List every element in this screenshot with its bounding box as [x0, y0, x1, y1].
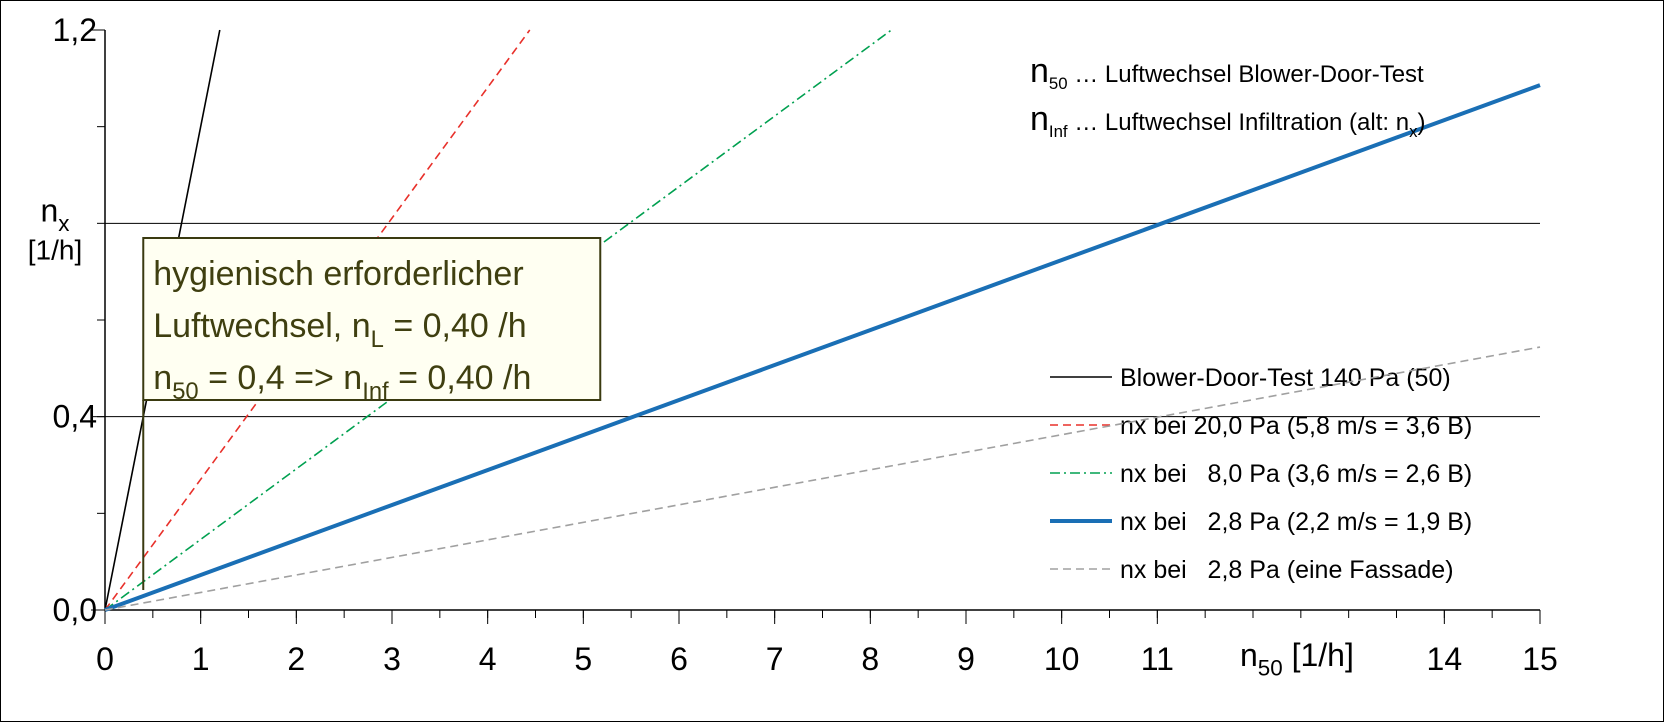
x-axis-label-part: 50 — [1258, 656, 1283, 681]
note-part: 50 — [1049, 74, 1068, 93]
note-part: … Luftwechsel Blower-Door-Test — [1068, 61, 1424, 88]
annotation-text: Luftwechsel, nL = 0,40 /h — [153, 307, 526, 353]
series-line — [104, 83, 1541, 612]
legend-label: Blower-Door-Test 140 Pa (50) — [1120, 364, 1451, 392]
x-axis-label: n50 [1/h] — [1240, 637, 1354, 681]
note-part: n — [1030, 100, 1049, 138]
y-tick-label: 0,4 — [53, 399, 97, 435]
y-axis-label-part: n — [41, 192, 59, 228]
series-line — [104, 29, 531, 611]
annotation-text-part: = 0,40 /h — [384, 307, 527, 345]
y-tick-label: 0,0 — [53, 592, 97, 628]
x-tick-label: 11 — [1141, 641, 1174, 677]
annotation-box — [142, 237, 602, 401]
note: n50 … Luftwechsel Blower-Door-Test — [1030, 52, 1424, 93]
x-tick-label: 0 — [96, 641, 114, 677]
note-part: … Luftwechsel Infiltration (alt: n — [1068, 109, 1409, 136]
annotation-text-part: hygienisch erforderlicher — [153, 255, 523, 293]
x-tick-label: 4 — [479, 641, 497, 677]
y-axis-label: nx — [41, 192, 70, 236]
annotation-text-part: Luftwechsel, n — [153, 307, 370, 345]
x-tick-label: 8 — [861, 641, 879, 677]
x-tick-label: 7 — [766, 641, 784, 677]
annotation-text-part: 50 — [172, 378, 198, 405]
x-tick-label: 3 — [383, 641, 401, 677]
x-tick-label: 5 — [574, 641, 592, 677]
x-axis-label-part: [1/h] — [1283, 637, 1354, 673]
x-tick-label: 10 — [1044, 641, 1080, 677]
x-tick-label: 9 — [957, 641, 975, 677]
annotation-text: hygienisch erforderlicher — [153, 255, 523, 293]
legend-label: nx bei 2,8 Pa (eine Fassade) — [1120, 556, 1454, 584]
note-part: ) — [1417, 109, 1425, 136]
annotation-text-part: = 0,4 => n — [199, 359, 363, 397]
note-part: Inf — [1049, 122, 1068, 141]
y-axis-unit: [1/h] — [28, 234, 82, 265]
legend-label: nx bei 8,0 Pa (3,6 m/s = 2,6 B) — [1120, 460, 1472, 488]
note: nInf … Luftwechsel Infiltration (alt: nx… — [1030, 100, 1425, 141]
series-line — [104, 346, 1541, 611]
legend-label: nx bei 20,0 Pa (5,8 m/s = 3,6 B) — [1120, 412, 1472, 440]
annotation-text-part: = 0,40 /h — [389, 359, 532, 397]
annotation-text: n50 = 0,4 => nInf = 0,40 /h — [153, 359, 531, 405]
legend-label: nx bei 2,8 Pa (2,2 m/s = 1,9 B) — [1120, 508, 1472, 536]
annotation-text-part: Inf — [362, 378, 389, 405]
annotation-text-part: n — [153, 359, 172, 397]
x-tick-label: 15 — [1522, 641, 1558, 677]
x-tick-label: 1 — [192, 641, 210, 677]
x-tick-label: 14 — [1427, 641, 1463, 677]
x-tick-label: 6 — [670, 641, 688, 677]
y-axis-label-part: x — [58, 211, 69, 236]
annotation-text-part: L — [371, 326, 384, 353]
y-tick-label: 1,2 — [53, 12, 97, 48]
note-part: x — [1409, 122, 1418, 141]
note-part: n — [1030, 52, 1049, 90]
x-tick-label: 2 — [287, 641, 305, 677]
x-axis-label-part: n — [1240, 637, 1258, 673]
